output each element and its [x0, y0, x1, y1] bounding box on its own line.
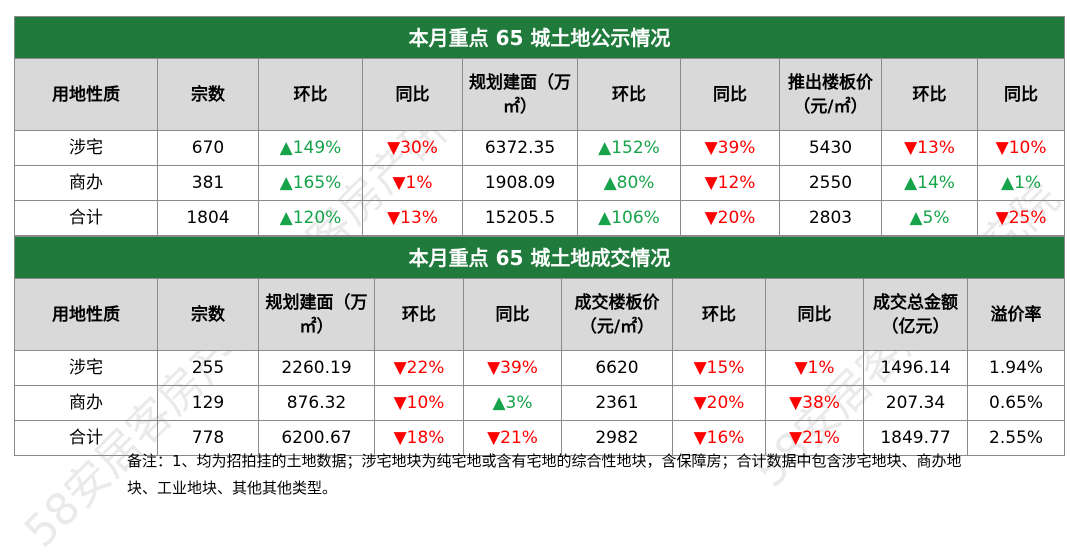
column-header: 规划建面（万㎡） — [462, 58, 578, 131]
table-cell: 1908.09 — [462, 165, 578, 201]
table-cell: ▼12% — [680, 165, 780, 201]
table-cell: 381 — [157, 165, 259, 201]
table-cell: 129 — [157, 385, 259, 421]
land-announcement-table: 本月重点 65 城土地公示情况 用地性质 宗数 环比 同比 规划建面（万㎡） 环比 同比 推出… — [13, 16, 1066, 236]
column-header: 环比 — [881, 58, 978, 131]
table-cell: ▼30% — [362, 130, 463, 166]
column-header: 推出楼板价（元/㎡） — [779, 58, 882, 131]
footnote: 备注：1、均为招拍挂的土地数据；涉宅地块为纯宅地或含有宅地的综合性地块，含保障房… — [127, 452, 962, 497]
column-header: 同比 — [765, 278, 864, 351]
column-header: 同比 — [463, 278, 562, 351]
column-header: 同比 — [976, 58, 1066, 131]
table-cell: ▼20% — [672, 385, 766, 421]
tables-container: 本月重点 65 城土地公示情况 用地性质 宗数 环比 同比 规划建面（万㎡） 环比 同比 推出… — [13, 16, 1066, 456]
table-cell: ▼10% — [976, 130, 1066, 166]
table-row: 涉宅 670 ▲149% ▼30% 6372.35 ▲152% ▼39% 5430 ▼13% ▼1… — [14, 130, 1066, 166]
table-cell: ▲149% — [258, 130, 363, 166]
column-header: 成交楼板价（元/㎡） — [561, 278, 673, 351]
table-cell: 1849.77 — [863, 420, 968, 456]
table-row: 商办 381 ▲165% ▼1% 1908.09 ▲80% ▼12% 2550 ▲14% ▲1% — [14, 165, 1066, 201]
column-header: 环比 — [672, 278, 766, 351]
table-cell: 207.34 — [863, 385, 968, 421]
table-cell: ▼1% — [362, 165, 463, 201]
column-header: 环比 — [577, 58, 681, 131]
table-row: 合计 1804 ▲120% ▼13% 15205.5 ▲106% ▼20% 2803 ▲5% ▼2… — [14, 200, 1066, 236]
table-cell: 670 — [157, 130, 259, 166]
table-cell: 2260.19 — [258, 350, 375, 386]
table-cell: ▲1% — [976, 165, 1066, 201]
table-cell: 6620 — [561, 350, 673, 386]
table-cell: ▲80% — [577, 165, 681, 201]
table-cell: 0.65% — [966, 385, 1066, 421]
table-cell: ▲106% — [577, 200, 681, 236]
table-cell: 商办 — [14, 165, 158, 201]
table-cell: ▼39% — [463, 350, 562, 386]
table-cell: 1496.14 — [863, 350, 968, 386]
table-cell: 778 — [157, 420, 259, 456]
column-header: 规划建面（万㎡） — [258, 278, 375, 351]
column-header: 溢价率 — [966, 278, 1066, 351]
table-cell: 255 — [157, 350, 259, 386]
table-row: 合计 778 6200.67 ▼18% ▼21% 2982 ▼16% ▼21% 1849.77 2… — [14, 420, 1066, 456]
land-transaction-table: 本月重点 65 城土地成交情况 用地性质 宗数 规划建面（万㎡） 环比 同比 成交楼板价（… — [13, 236, 1066, 456]
table-cell: ▼22% — [374, 350, 464, 386]
table-cell: 涉宅 — [14, 350, 158, 386]
column-header: 同比 — [680, 58, 780, 131]
table-cell: 5430 — [779, 130, 882, 166]
table-cell: ▲5% — [881, 200, 978, 236]
table-cell: ▼20% — [680, 200, 780, 236]
table-row: 商办 129 876.32 ▼10% ▲3% 2361 ▼20% ▼38% 207.34 0.65… — [14, 385, 1066, 421]
table-cell: 合计 — [14, 200, 158, 236]
table-cell: ▲152% — [577, 130, 681, 166]
table-cell: ▲3% — [463, 385, 562, 421]
table-cell: ▼18% — [374, 420, 464, 456]
table-cell: 2.55% — [966, 420, 1066, 456]
column-header: 环比 — [374, 278, 464, 351]
table-cell: ▼39% — [680, 130, 780, 166]
table-cell: 1.94% — [966, 350, 1066, 386]
table-cell: 876.32 — [258, 385, 375, 421]
table-cell: ▼1% — [765, 350, 864, 386]
table-cell: 2361 — [561, 385, 673, 421]
table-cell: 涉宅 — [14, 130, 158, 166]
table-row: 涉宅 255 2260.19 ▼22% ▼39% 6620 ▼15% ▼1% 1496.14 1.… — [14, 350, 1066, 386]
table-title: 本月重点 65 城土地成交情况 — [13, 236, 1066, 279]
table-cell: ▼25% — [976, 200, 1066, 236]
table-cell: 合计 — [14, 420, 158, 456]
column-header: 宗数 — [157, 58, 259, 131]
table-title: 本月重点 65 城土地公示情况 — [13, 16, 1066, 59]
table-cell: 15205.5 — [462, 200, 578, 236]
table-cell: 6372.35 — [462, 130, 578, 166]
column-header: 宗数 — [157, 278, 259, 351]
table-cell: ▼38% — [765, 385, 864, 421]
table-cell: ▼16% — [672, 420, 766, 456]
table-cell: ▼21% — [765, 420, 864, 456]
table-cell: ▲120% — [258, 200, 363, 236]
table-cell: ▲14% — [881, 165, 978, 201]
table-cell: 1804 — [157, 200, 259, 236]
table-cell: ▲165% — [258, 165, 363, 201]
column-header: 成交总金额（亿元） — [863, 278, 968, 351]
table-cell: ▼15% — [672, 350, 766, 386]
column-header: 同比 — [362, 58, 463, 131]
table-cell: 商办 — [14, 385, 158, 421]
table-cell: 2550 — [779, 165, 882, 201]
table-cell: 2803 — [779, 200, 882, 236]
column-header: 用地性质 — [14, 58, 158, 131]
table-cell: ▼13% — [362, 200, 463, 236]
column-header: 用地性质 — [14, 278, 158, 351]
table-cell: ▼13% — [881, 130, 978, 166]
column-header: 环比 — [258, 58, 363, 131]
table-cell: ▼10% — [374, 385, 464, 421]
